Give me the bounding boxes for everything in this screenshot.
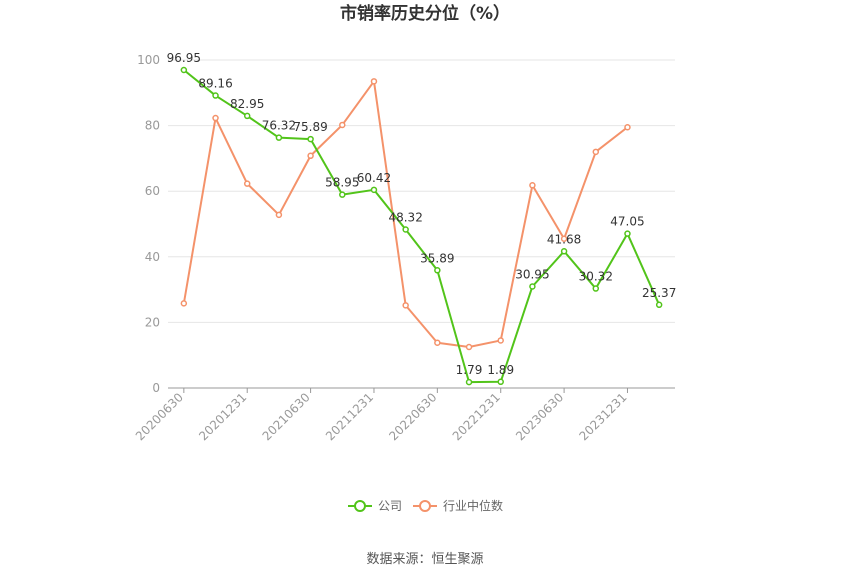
company-point [434, 267, 441, 274]
company-point [307, 135, 314, 143]
source-text: 数据来源：恒生聚源 [366, 552, 483, 567]
x-axis: 20200630 20201231 20210630 20211231 20220630… [133, 387, 675, 443]
industry-median-point [180, 300, 188, 307]
company-data-label: 35.89 [420, 251, 454, 265]
company-point [497, 378, 504, 386]
company-data-label: 58.95 [325, 176, 359, 190]
legend-company-marker [354, 500, 366, 512]
x-tick-label: 20221231 [450, 390, 503, 443]
y-axis: 0 20 40 60 80 100 [137, 53, 160, 395]
y-tick-label: 40 [145, 250, 160, 264]
industry-median-point [307, 152, 314, 160]
legend-industry-median-label: 行业中位数 [443, 498, 503, 513]
company-point [529, 283, 536, 290]
y-tick-label: 100 [137, 53, 160, 67]
y-tick-label: 20 [145, 315, 160, 329]
company-point [212, 92, 219, 99]
industry-median-point [402, 302, 409, 309]
industry-median-point [560, 235, 568, 243]
y-tick-label: 60 [145, 184, 160, 198]
company-point [655, 301, 663, 309]
company-point [465, 378, 473, 386]
industry-median-point [370, 78, 378, 85]
x-tick-label: 20210630 [260, 390, 313, 443]
company-data-label: 60.42 [357, 171, 391, 185]
series-layer [180, 66, 663, 386]
company-data-label: 1.89 [487, 363, 514, 377]
company-point [592, 285, 600, 292]
company-data-label: 30.32 [579, 270, 613, 284]
legend-industry-median-marker [419, 500, 431, 512]
industry-median-point [592, 148, 600, 156]
company-point [560, 248, 568, 255]
y-tick-label: 80 [145, 119, 160, 133]
industry-median-point [275, 211, 283, 219]
x-tick-label: 20201231 [196, 390, 249, 443]
x-tick-label: 20220630 [386, 390, 439, 443]
company-point [402, 226, 409, 233]
company-data-label: 76.32 [262, 119, 296, 133]
company-point [275, 134, 283, 141]
grid [168, 59, 675, 323]
company-point [180, 66, 188, 74]
company-data-label: 75.89 [293, 120, 327, 134]
company-point [370, 186, 378, 194]
company-data-label: 96.95 [167, 51, 201, 65]
y-tick-label: 0 [152, 381, 160, 395]
company-data-label: 30.95 [515, 267, 549, 281]
legend[interactable]: 公司 行业中位数 [348, 498, 503, 513]
industry-median-point [434, 339, 441, 346]
industry-median-point [624, 123, 631, 131]
company-point [339, 191, 346, 198]
company-data-label: 41.68 [547, 232, 581, 246]
chart-title: 市销率历史分位（%） [340, 3, 510, 24]
x-tick-label: 20211231 [323, 390, 376, 443]
industry-median-point [497, 337, 504, 344]
company-data-label: 1.79 [456, 363, 483, 377]
legend-company-label: 公司 [378, 499, 402, 513]
company-point [624, 230, 631, 237]
company-data-label: 25.37 [642, 286, 676, 300]
company-line [183, 69, 661, 384]
industry-median-point [465, 343, 473, 351]
industry-median-point [339, 121, 346, 129]
industry-median-point [529, 182, 536, 189]
company-data-label: 48.32 [388, 211, 422, 225]
company-data-label: 82.95 [230, 97, 264, 111]
x-tick-label: 20231231 [577, 390, 630, 443]
company-data-label: 47.05 [610, 215, 644, 229]
x-tick-label: 20230630 [513, 390, 566, 443]
company-point [243, 112, 251, 120]
x-tick-label: 20200630 [133, 390, 186, 443]
company-data-label: 89.16 [198, 77, 232, 91]
industry-median-point [212, 114, 219, 122]
industry-median-point [243, 180, 251, 187]
